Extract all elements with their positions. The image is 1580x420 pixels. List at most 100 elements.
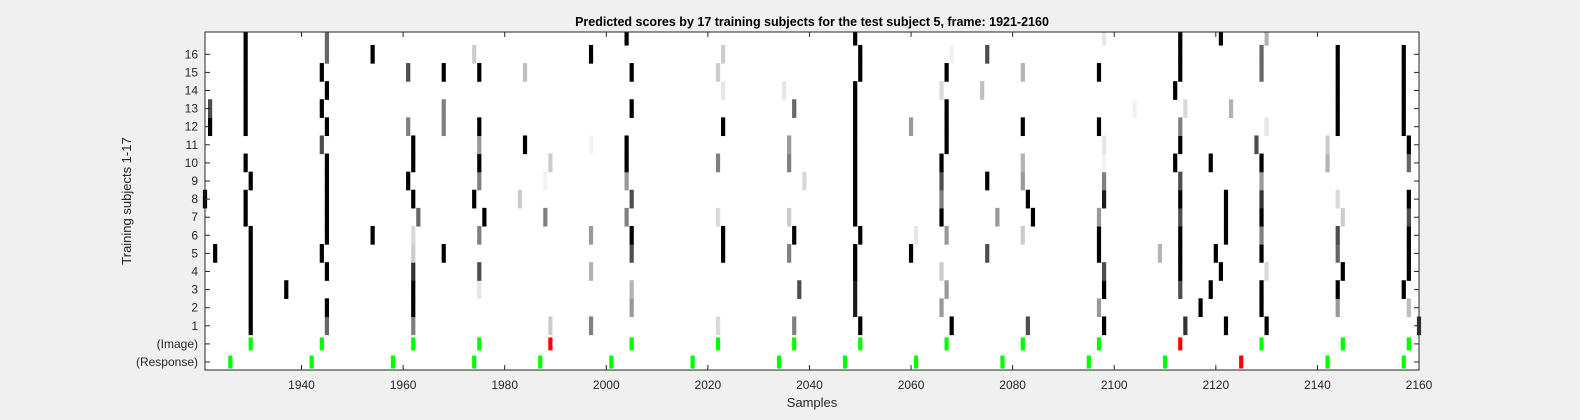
score-cell — [441, 117, 446, 137]
correct-mark — [390, 355, 396, 369]
score-cell — [324, 262, 330, 281]
score-cell — [624, 32, 629, 46]
plot-frame — [204, 31, 1420, 371]
score-cell — [1401, 117, 1406, 137]
score-cell — [1178, 225, 1183, 245]
correct-mark — [858, 337, 863, 351]
correct-mark — [1020, 337, 1025, 351]
score-cell — [477, 171, 482, 191]
score-cell — [985, 244, 990, 263]
score-cell — [411, 316, 416, 336]
score-cell — [1096, 298, 1102, 318]
score-cell — [1401, 81, 1406, 100]
score-cell — [324, 316, 330, 336]
score-cell — [944, 280, 949, 299]
chart-title: Predicted scores by 17 training subjects… — [575, 15, 1049, 29]
score-cell — [1208, 153, 1213, 173]
score-cell — [1183, 316, 1188, 336]
y-tick-label: 6 — [191, 228, 198, 242]
score-cell — [1096, 117, 1102, 137]
correct-mark — [609, 355, 614, 369]
score-cell — [1178, 244, 1183, 263]
score-cell — [1259, 298, 1264, 318]
score-cell — [1101, 153, 1107, 173]
score-cell — [1183, 99, 1188, 118]
score-cell — [715, 207, 721, 227]
y-tick-label: 4 — [191, 265, 198, 279]
score-cell — [1020, 117, 1025, 137]
correct-mark — [1325, 355, 1330, 369]
score-cell — [853, 189, 858, 209]
correct-mark — [1162, 355, 1168, 369]
x-tick-label: 2020 — [695, 378, 722, 392]
score-cell — [1335, 298, 1340, 318]
correct-mark — [842, 355, 848, 369]
correct-mark — [1406, 337, 1411, 351]
x-tick-label: 2080 — [999, 378, 1026, 392]
score-cell — [1335, 63, 1340, 82]
x-axis-ticks: 1940 1960 1980 2000 2020 2040 2060 2080 2100 2120… — [288, 32, 1433, 392]
x-tick-label: 2120 — [1202, 378, 1229, 392]
y-tick-label: 8 — [191, 192, 198, 206]
score-cell — [629, 63, 634, 82]
score-cell — [944, 63, 949, 82]
score-cell — [1101, 316, 1107, 336]
score-cell — [721, 81, 726, 100]
score-cell — [1132, 99, 1137, 118]
score-cell — [522, 135, 528, 155]
score-cell — [1178, 44, 1183, 64]
score-cell — [248, 262, 253, 281]
score-cell — [1259, 63, 1264, 82]
correct-mark — [944, 337, 949, 351]
score-cell — [416, 207, 421, 227]
score-cell — [411, 244, 416, 263]
score-cell — [1228, 99, 1234, 118]
score-cell — [324, 32, 330, 46]
score-cell — [588, 135, 594, 155]
correct-mark — [411, 337, 416, 351]
score-cell — [248, 244, 253, 263]
correct-mark — [248, 337, 253, 351]
correct-mark — [309, 355, 314, 369]
score-cell — [1340, 262, 1345, 281]
score-cell — [411, 262, 416, 281]
correct-mark — [1340, 337, 1345, 351]
score-cell — [1020, 153, 1025, 173]
score-cell — [1030, 207, 1036, 227]
score-cell — [1335, 44, 1340, 64]
score-cell — [207, 99, 213, 118]
score-cell — [944, 117, 949, 137]
score-cell — [787, 153, 792, 173]
score-cell — [1335, 99, 1340, 118]
score-cell — [588, 225, 594, 245]
score-cell — [853, 280, 858, 299]
y-tick-label: 7 — [191, 210, 198, 224]
score-cell — [1096, 244, 1102, 263]
score-cell — [1406, 262, 1411, 281]
error-mark — [1239, 355, 1244, 369]
score-cell — [243, 117, 248, 137]
score-cell — [1101, 171, 1107, 191]
score-cell — [858, 63, 863, 82]
score-cell — [853, 244, 858, 263]
y-tick-label: 16 — [185, 47, 199, 61]
score-cell — [980, 81, 985, 100]
score-cell — [548, 316, 553, 336]
score-cell — [853, 81, 858, 100]
score-cell — [797, 280, 802, 299]
score-cell — [792, 99, 797, 118]
score-cell — [1264, 117, 1269, 137]
score-cell — [908, 244, 914, 263]
score-cell — [1020, 63, 1025, 82]
score-cell — [629, 244, 634, 263]
score-cell — [472, 189, 477, 209]
score-cell — [939, 81, 944, 100]
x-axis-label: Samples — [787, 395, 838, 410]
score-cell — [324, 171, 330, 191]
score-cell — [944, 225, 949, 245]
score-cell — [406, 171, 411, 191]
score-cell — [243, 44, 248, 64]
score-cell — [721, 244, 726, 263]
score-cell — [853, 207, 858, 227]
score-cell — [624, 135, 629, 155]
